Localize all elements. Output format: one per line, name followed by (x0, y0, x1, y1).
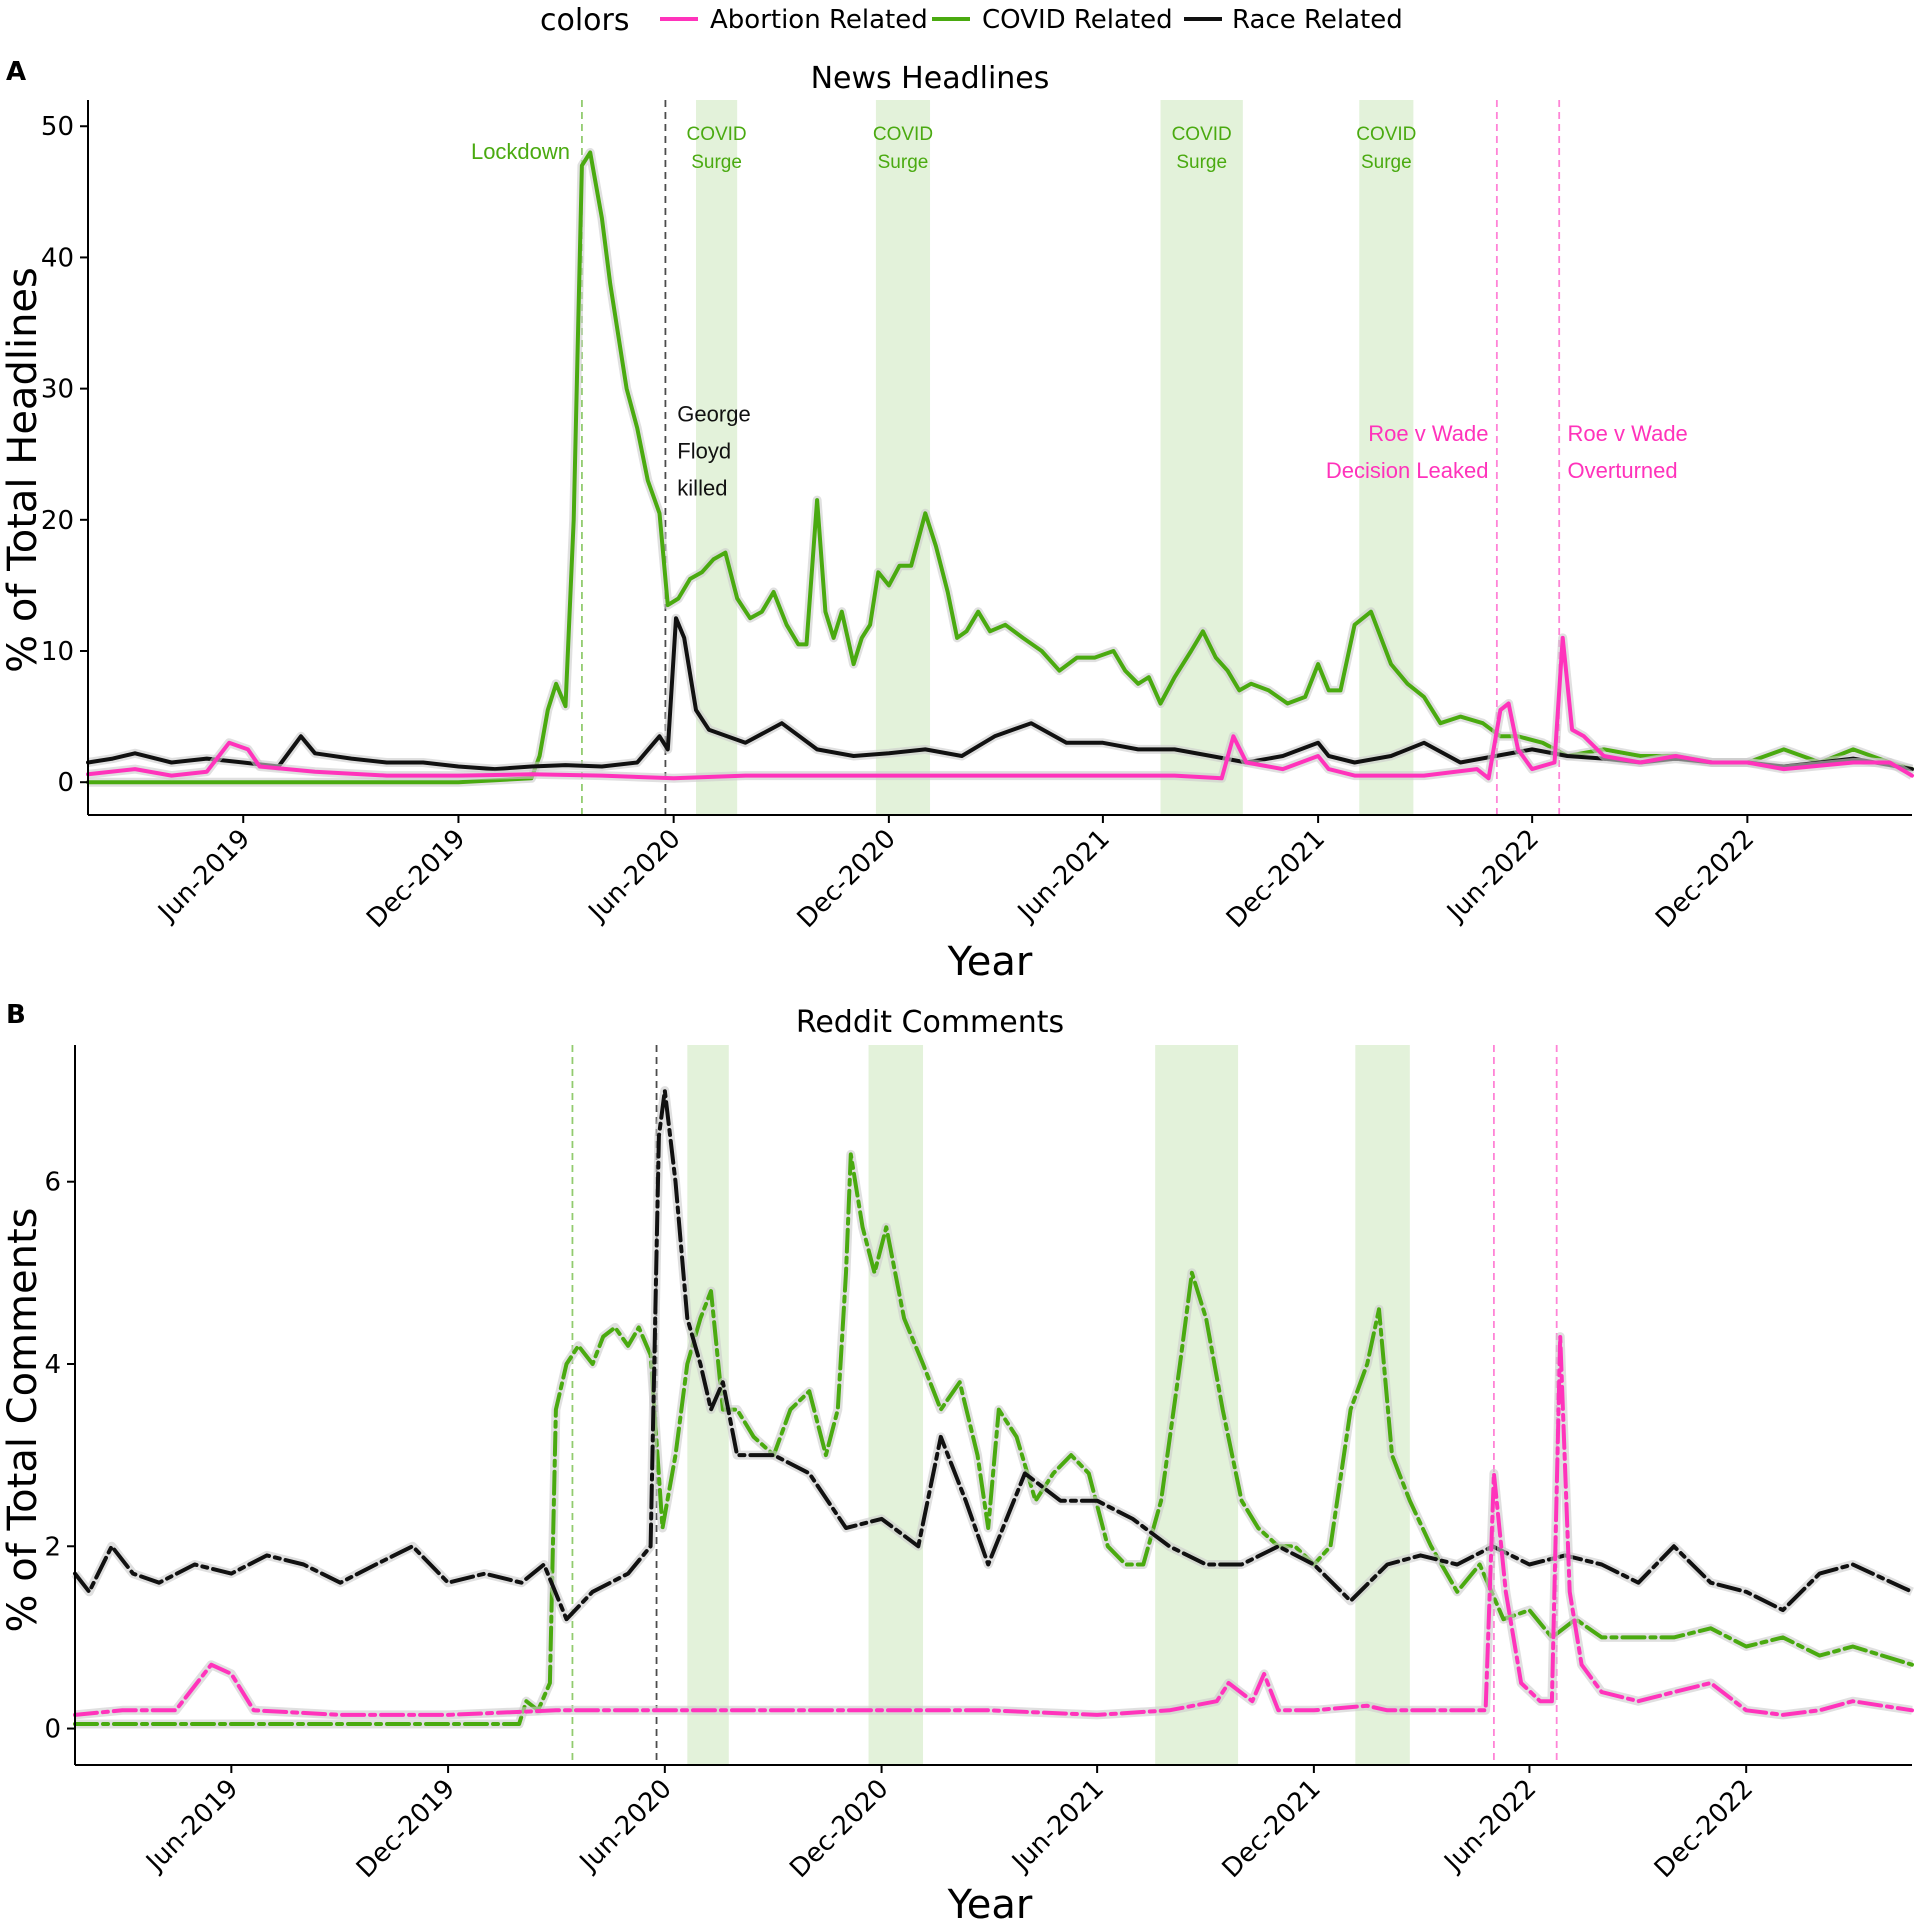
y-tick-label: 20 (41, 506, 74, 536)
event-annotation: Decision Leaked (1326, 458, 1489, 483)
y-tick-label: 50 (41, 112, 74, 142)
series-line-race (86, 616, 1914, 772)
series-line-abortion (86, 635, 1914, 781)
legend-item-covid: COVID Related (932, 5, 1173, 35)
x-tick-label: Jun-2022 (1438, 1774, 1543, 1879)
surge-label: COVID (873, 124, 933, 145)
y-tick-label: 6 (44, 1168, 61, 1198)
y-tick-label: 40 (41, 243, 74, 273)
panel-b-x-ticks: Jun-2019 Dec-2019 Jun-2020 Dec-2020 Jun-2021… (140, 1765, 1759, 1884)
surge-label: Surge (878, 152, 929, 173)
y-tick-label: 2 (44, 1532, 61, 1562)
legend-title: colors (540, 3, 630, 38)
panel-b-y-ticks: 0 2 4 6 (44, 1168, 75, 1745)
series-line-race (73, 1088, 1914, 1622)
surge-band (696, 100, 738, 815)
surge-label: COVID (1172, 124, 1232, 145)
x-tick-label: Dec-2020 (792, 824, 902, 934)
legend: colors Abortion Related COVID Related Ra… (540, 3, 1403, 38)
panel-a-surge-bands: COVID Surge COVID Surge COVID Surge COVID Surge (686, 100, 1416, 815)
event-annotation: George (677, 401, 750, 426)
panel-b-title: Reddit Comments (796, 1005, 1064, 1040)
panel-a-title: News Headlines (811, 61, 1050, 96)
surge-band (1160, 100, 1243, 815)
x-tick-label: Jun-2021 (1011, 824, 1116, 929)
surge-label: COVID (686, 124, 746, 145)
event-annotation: Roe v Wade (1368, 421, 1488, 446)
x-tick-label: Jun-2020 (582, 824, 687, 929)
surge-band (875, 100, 931, 815)
x-tick-label: Jun-2020 (573, 1774, 678, 1879)
x-tick-label: Jun-2022 (1440, 824, 1545, 929)
panel-a-news-headlines: A News Headlines COVIDSurgeCOVIDSurgeCOV… (0, 57, 1915, 985)
series-ribbon (87, 613, 1913, 774)
surge-band (1359, 100, 1414, 815)
panel-a-x-axis-title: Year (947, 939, 1033, 985)
x-tick-label: Jun-2019 (140, 1774, 245, 1879)
panel-a-series (86, 148, 1915, 787)
panel-b-tag: B (6, 1000, 26, 1030)
series-line-abortion (73, 1334, 1914, 1717)
legend-label-covid: COVID Related (982, 5, 1173, 35)
x-tick-label: Jun-2019 (151, 824, 256, 929)
x-tick-label: Dec-2021 (1221, 824, 1331, 934)
x-tick-label: Jun-2021 (1005, 1774, 1110, 1879)
y-tick-label: 30 (41, 375, 74, 405)
y-tick-label: 0 (57, 768, 74, 798)
surge-band (868, 1045, 924, 1765)
y-tick-label: 0 (44, 1715, 61, 1745)
surge-label: Surge (691, 152, 742, 173)
legend-item-race: Race Related (1184, 5, 1403, 35)
panel-a-tag: A (6, 57, 26, 87)
series-line-covid (86, 150, 1914, 785)
panel-b-y-axis-title: % of Total Comments (0, 1208, 46, 1633)
legend-label-race: Race Related (1232, 5, 1403, 35)
series-ribbon (74, 1332, 1913, 1720)
panel-b-series (71, 1086, 1914, 1729)
event-annotation: Lockdown (471, 139, 570, 164)
panel-a-y-ticks: 0 10 20 30 40 50 (41, 112, 88, 798)
event-annotation: killed (677, 475, 727, 500)
x-tick-label: Dec-2019 (351, 1774, 461, 1884)
panel-a-annotations: Lockdown George Floyd killed Roe v Wade Decis… (471, 139, 1688, 500)
x-tick-label: Dec-2021 (1217, 1774, 1327, 1884)
event-annotation: Roe v Wade (1568, 421, 1688, 446)
x-tick-label: Dec-2022 (1650, 824, 1760, 934)
y-tick-label: 10 (41, 637, 74, 667)
y-tick-label: 4 (44, 1350, 61, 1380)
panel-a-axes (87, 100, 1912, 816)
x-tick-label: Dec-2020 (784, 1774, 894, 1884)
surge-label: Surge (1361, 152, 1412, 173)
legend-label-abortion: Abortion Related (710, 5, 928, 35)
series-line-covid (73, 1152, 1914, 1726)
surge-band (1355, 1045, 1410, 1765)
surge-label: Surge (1176, 152, 1227, 173)
series-ribbon (71, 1086, 1914, 1624)
x-tick-label: Dec-2019 (361, 824, 471, 934)
surge-label: COVID (1356, 124, 1416, 145)
panel-a-x-ticks: Jun-2019 Dec-2019 Jun-2020 Dec-2020 Jun-2021… (151, 815, 1760, 934)
panel-a-y-axis-title: % of Total Headlines (0, 267, 46, 673)
panel-b-axes (74, 1045, 1912, 1766)
panel-b-x-axis-title: Year (947, 1882, 1033, 1926)
event-annotation: Floyd (677, 438, 731, 463)
panel-b-surge-bands (687, 1045, 1410, 1765)
legend-item-abortion: Abortion Related (660, 5, 928, 35)
event-annotation: Overturned (1568, 458, 1678, 483)
x-tick-label: Dec-2022 (1649, 1774, 1759, 1884)
